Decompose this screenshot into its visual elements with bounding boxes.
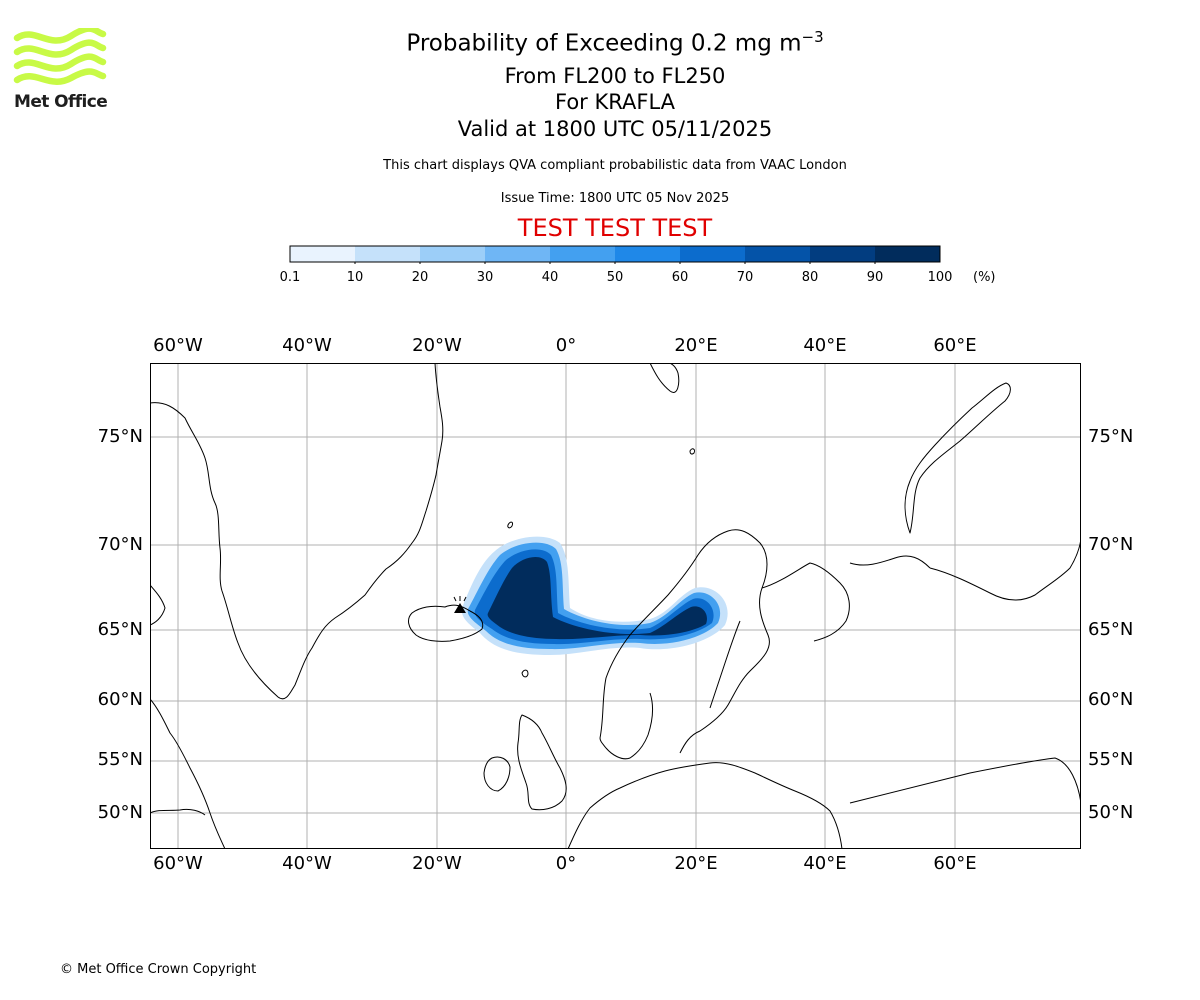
chart-title: Probability of Exceeding 0.2 mg m−3 [0, 28, 1200, 57]
lat-label-left: 60°N [97, 689, 143, 710]
colorbar-tick-label: 20 [411, 270, 429, 285]
lon-label-top: 40°W [282, 335, 332, 356]
level-range: From FL200 to FL250 [504, 64, 726, 88]
ireland-coast [483, 756, 511, 792]
colorbar-tick-label: 50 [606, 270, 624, 285]
volcano-marker-icon [453, 596, 467, 613]
colorbar-tick-label: 90 [866, 270, 884, 285]
colorbar-segment [485, 246, 550, 262]
title-exponent: −3 [801, 28, 824, 46]
volcano-name: For KRAFLA [555, 90, 675, 114]
lon-label-top: 20°W [412, 335, 462, 356]
issue-time: Issue Time: 1800 UTC 05 Nov 2025 [500, 191, 730, 206]
lat-label-right: 65°N [1088, 619, 1134, 640]
lon-label-bottom: 40°E [803, 853, 847, 874]
novaya-zemlya-coast [904, 382, 1011, 534]
finland-coast [709, 620, 741, 709]
colorbar-segment [810, 246, 875, 262]
title-text: Probability of Exceeding 0.2 mg m [406, 30, 802, 57]
lat-label-right: 50°N [1088, 802, 1134, 823]
lon-label-top: 60°E [933, 335, 977, 356]
lat-label-left: 50°N [97, 802, 143, 823]
colorbar-segment [290, 246, 355, 262]
lon-label-top: 40°E [803, 335, 847, 356]
lat-label-right: 60°N [1088, 689, 1134, 710]
lon-label-bottom: 20°E [674, 853, 718, 874]
lat-label-left: 65°N [97, 619, 143, 640]
canada-coast [150, 584, 166, 626]
map [150, 363, 1081, 849]
scandinavia-coast [599, 529, 770, 754]
iceland-coast [408, 604, 484, 642]
lat-label-right: 55°N [1088, 749, 1134, 770]
colorbar-segment [420, 246, 485, 262]
lon-label-bottom: 0° [555, 853, 577, 874]
greenland-coast [150, 363, 444, 700]
lat-label-left: 70°N [97, 534, 143, 555]
ash-plume [461, 536, 728, 655]
colorbar-segment [355, 246, 420, 262]
colorbar-tick-label: 10 [346, 270, 364, 285]
colorbar-unit: (%) [973, 270, 996, 285]
copyright: © Met Office Crown Copyright [60, 962, 257, 977]
colorbar [289, 245, 941, 264]
svalbard-coast [649, 363, 680, 393]
lat-label-right: 75°N [1088, 426, 1134, 447]
valid-time: Valid at 1800 UTC 05/11/2025 [457, 117, 773, 141]
colorbar-tick-label: 30 [476, 270, 494, 285]
met-office-logo-icon [13, 28, 107, 85]
lon-label-bottom: 40°W [282, 853, 332, 874]
logo-text: Met Office [14, 92, 108, 112]
lon-label-top: 0° [555, 335, 577, 356]
coastlines [150, 363, 1081, 849]
colorbar-tick-label: 0.1 [279, 270, 301, 285]
colorbar-tick-label: 70 [736, 270, 754, 285]
gridlines [150, 363, 1081, 849]
lon-label-bottom: 60°E [933, 853, 977, 874]
colorbar-segment [550, 246, 615, 262]
colorbar-tick-label: 100 [927, 270, 953, 285]
lon-label-bottom: 60°W [153, 853, 203, 874]
colorbar-segment [615, 246, 680, 262]
lat-label-right: 70°N [1088, 534, 1134, 555]
britain-coast [517, 714, 567, 811]
colorbar-segment [680, 246, 745, 262]
lon-label-top: 60°W [153, 335, 203, 356]
europe-coast [567, 762, 843, 849]
colorbar-tick-label: 40 [541, 270, 559, 285]
colorbar-segment [745, 246, 810, 262]
lon-label-bottom: 20°W [412, 853, 462, 874]
colorbar-segment [875, 246, 940, 262]
colorbar-tick-label: 80 [801, 270, 819, 285]
description: This chart displays QVA compliant probab… [383, 158, 847, 173]
lat-label-left: 75°N [97, 426, 143, 447]
colorbar-tick-label: 60 [671, 270, 689, 285]
lat-label-left: 55°N [97, 749, 143, 770]
lon-label-top: 20°E [674, 335, 718, 356]
test-banner: TEST TEST TEST [517, 214, 713, 242]
